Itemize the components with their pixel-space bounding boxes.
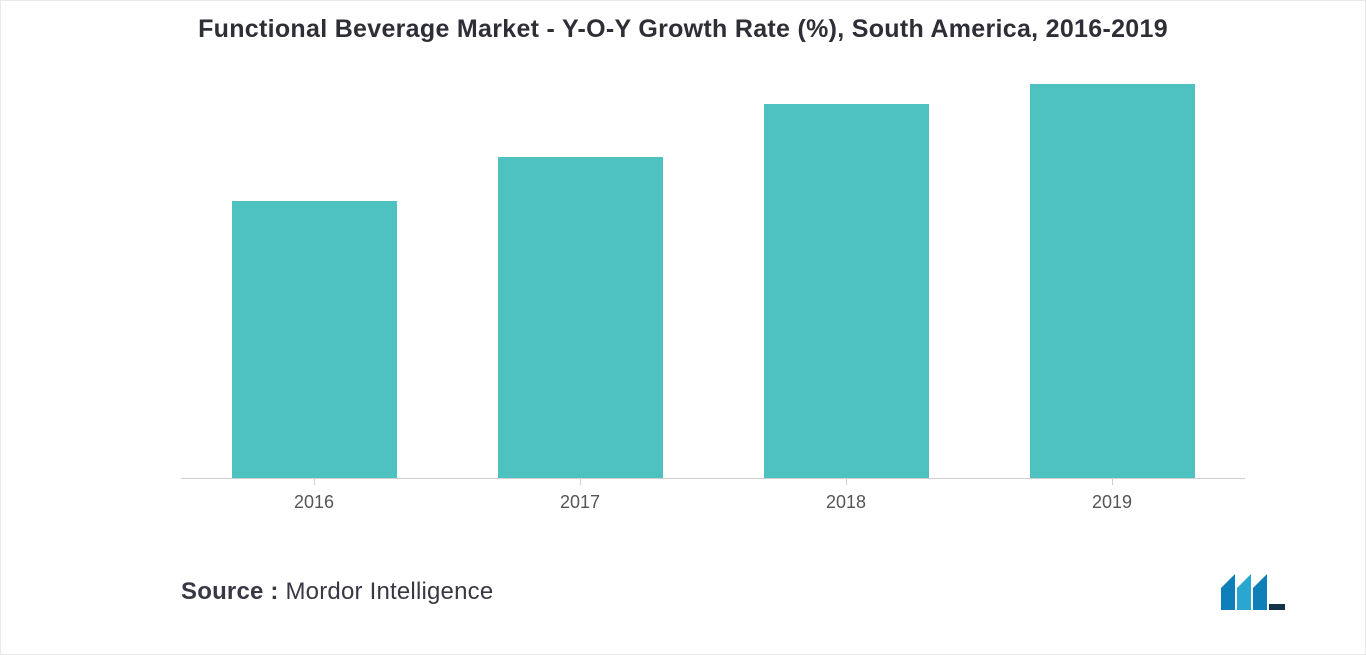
xcat-2019: 2019	[1092, 492, 1132, 513]
bar-2017	[498, 157, 663, 479]
tick-2019	[1112, 479, 1113, 485]
chart-footer: Source : Mordor Intelligence	[181, 574, 1285, 610]
plot-area: 2016 2017 2018 2019	[181, 76, 1245, 479]
chart-title: Functional Beverage Market - Y-O-Y Growt…	[1, 1, 1365, 44]
bar-2018	[764, 104, 929, 479]
source-text: Source : Mordor Intelligence	[181, 578, 493, 606]
tick-2018	[846, 479, 847, 485]
x-axis-line	[181, 478, 1245, 479]
xcat-2016: 2016	[294, 492, 334, 513]
tick-2017	[580, 479, 581, 485]
source-value: Mordor Intelligence	[279, 578, 494, 605]
mordor-logo-icon	[1221, 574, 1285, 610]
xcat-2018: 2018	[826, 492, 866, 513]
logo-bars-icon	[1221, 574, 1285, 610]
bar-2016	[232, 201, 397, 479]
tick-2016	[314, 479, 315, 485]
bar-slot-2017: 2017	[447, 76, 713, 479]
bars-group: 2016 2017 2018 2019	[181, 76, 1245, 479]
bar-slot-2016: 2016	[181, 76, 447, 479]
source-label: Source :	[181, 578, 279, 605]
xcat-2017: 2017	[560, 492, 600, 513]
bar-slot-2019: 2019	[979, 76, 1245, 479]
chart-container: Functional Beverage Market - Y-O-Y Growt…	[0, 0, 1366, 655]
bar-slot-2018: 2018	[713, 76, 979, 479]
bar-2019	[1030, 84, 1195, 479]
